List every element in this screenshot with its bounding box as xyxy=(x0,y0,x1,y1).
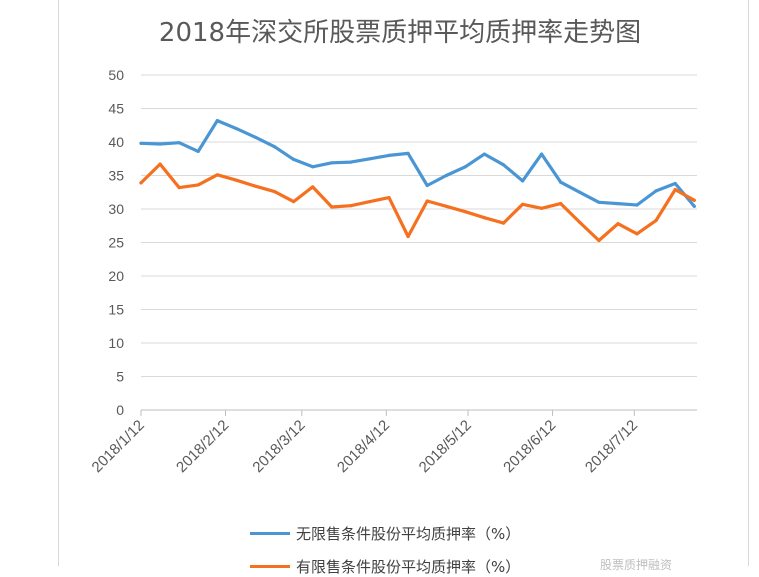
data-point xyxy=(444,173,448,178)
legend-swatch-blue xyxy=(250,531,290,535)
legend-item-restricted[interactable]: 有限售条件股份平均质押率（%） xyxy=(250,556,520,576)
data-point xyxy=(349,160,353,164)
data-point xyxy=(501,163,506,167)
data-point xyxy=(425,199,429,203)
data-point xyxy=(387,153,391,157)
legend-label-unrestricted: 无限售条件股份平均质押率（%） xyxy=(296,524,521,543)
data-point xyxy=(272,190,277,194)
y-tick-label: 25 xyxy=(108,235,124,251)
data-point xyxy=(158,162,162,166)
y-tick-label: 35 xyxy=(108,168,124,184)
data-point xyxy=(501,221,506,225)
data-point xyxy=(139,141,143,145)
frame-left-border xyxy=(58,0,59,566)
y-tick-label: 15 xyxy=(108,302,124,318)
data-point xyxy=(349,204,353,208)
data-point xyxy=(578,190,582,194)
data-point xyxy=(559,180,563,184)
data-point xyxy=(368,200,372,204)
data-point xyxy=(406,234,410,239)
data-point xyxy=(387,196,391,200)
y-tick-label: 0 xyxy=(116,402,124,418)
data-point xyxy=(616,202,620,206)
frame-right-border xyxy=(748,0,749,566)
data-point xyxy=(368,157,372,161)
legend-swatch-orange xyxy=(250,564,290,568)
data-point xyxy=(597,200,601,204)
data-point xyxy=(158,142,162,146)
x-tick-label: 2018/5/12 xyxy=(416,417,475,476)
data-point xyxy=(292,200,296,204)
data-point xyxy=(406,151,410,155)
data-point xyxy=(196,149,200,153)
data-point xyxy=(215,173,219,177)
y-tick-label: 30 xyxy=(108,201,124,217)
gridlines xyxy=(141,74,697,377)
legend-item-unrestricted[interactable]: 无限售条件股份平均质押率（%） xyxy=(250,523,520,543)
data-point xyxy=(253,184,258,188)
data-point xyxy=(540,206,544,210)
watermark-text: 股票质押融资 xyxy=(600,558,673,572)
data-point xyxy=(425,183,429,188)
data-point xyxy=(521,202,525,206)
x-tick-label: 2018/3/12 xyxy=(249,417,308,476)
data-point xyxy=(482,152,486,156)
data-point xyxy=(330,205,334,209)
data-point xyxy=(215,119,219,123)
x-tick-label: 2018/2/12 xyxy=(173,417,232,476)
data-point xyxy=(177,141,181,145)
data-point xyxy=(311,165,315,169)
x-tick-label: 2018/1/12 xyxy=(89,417,148,476)
data-point xyxy=(253,135,258,139)
y-tick-label: 20 xyxy=(108,268,124,284)
data-point xyxy=(196,183,200,187)
data-point xyxy=(292,157,296,161)
data-point xyxy=(311,185,315,189)
data-point xyxy=(234,178,238,182)
data-point xyxy=(330,161,334,165)
axes: 0 5 10 15 20 25 30 35 40 45 50 2018/1/12 2018/2/12 20… xyxy=(89,67,697,476)
data-point xyxy=(654,218,658,222)
data-point xyxy=(540,152,544,156)
data-point xyxy=(521,179,525,183)
chart-title: 2018年深交所股票质押平均质押率走势图 xyxy=(158,18,642,48)
x-tick-label: 2018/7/12 xyxy=(582,417,641,476)
y-tick-label: 5 xyxy=(116,369,124,385)
data-point xyxy=(139,181,143,185)
data-point xyxy=(692,204,696,208)
data-point xyxy=(463,165,467,169)
y-tick-label: 50 xyxy=(108,67,124,83)
series-lines xyxy=(139,118,696,243)
series-line-restricted xyxy=(139,162,696,243)
data-point xyxy=(673,181,677,186)
series-line-unrestricted xyxy=(139,118,696,208)
data-point xyxy=(444,204,448,208)
data-point xyxy=(673,188,677,192)
data-point xyxy=(692,198,696,202)
data-point xyxy=(578,220,582,224)
x-tick-label: 2018/6/12 xyxy=(500,417,559,476)
y-tick-label: 40 xyxy=(108,134,124,150)
data-point xyxy=(177,186,181,190)
data-point xyxy=(635,232,639,236)
data-point xyxy=(597,238,601,243)
data-point xyxy=(654,189,658,193)
y-tick-label: 10 xyxy=(108,335,124,351)
data-point xyxy=(463,210,467,214)
data-point xyxy=(482,216,486,220)
data-point xyxy=(272,145,277,149)
data-point xyxy=(616,222,620,226)
data-point xyxy=(635,203,639,207)
x-tick-label: 2018/4/12 xyxy=(334,417,393,476)
y-tick-label: 45 xyxy=(108,101,124,117)
data-point xyxy=(559,202,563,206)
data-point xyxy=(234,127,238,131)
legend-label-restricted: 有限售条件股份平均质押率（%） xyxy=(296,557,521,576)
